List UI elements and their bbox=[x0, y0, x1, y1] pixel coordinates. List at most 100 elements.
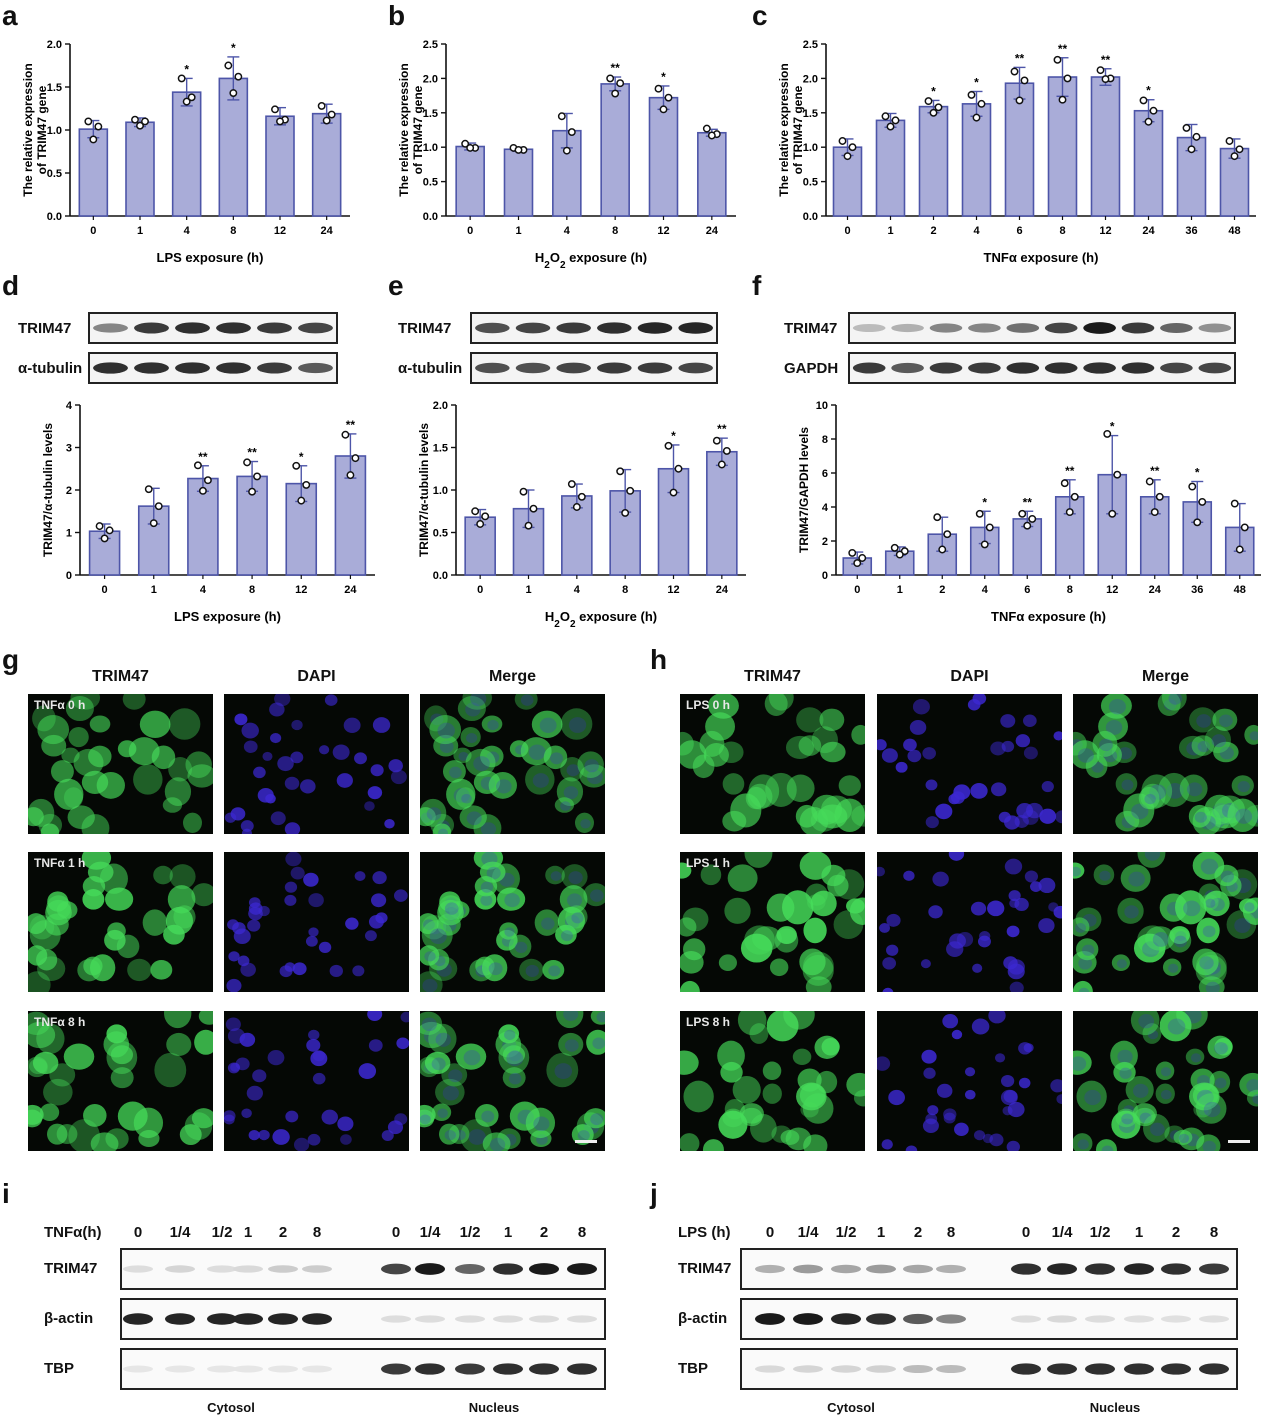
green-cell bbox=[834, 798, 865, 833]
nucleus bbox=[882, 987, 894, 992]
blot-band bbox=[1199, 1315, 1229, 1323]
x-tick-label: 4 bbox=[200, 584, 207, 596]
nucleus bbox=[487, 719, 499, 731]
panel-label-b: b bbox=[388, 0, 406, 31]
nucleus bbox=[956, 932, 974, 947]
x-tick-label: 36 bbox=[1185, 225, 1197, 237]
nucleus bbox=[1138, 1013, 1155, 1029]
green-cell bbox=[1188, 804, 1211, 828]
data-point bbox=[972, 113, 981, 122]
green-cell bbox=[531, 710, 563, 739]
micrograph bbox=[224, 1011, 409, 1151]
nucleus bbox=[972, 694, 987, 705]
nucleus bbox=[882, 957, 897, 970]
nucleus bbox=[964, 1067, 976, 1077]
data-point bbox=[1063, 74, 1072, 83]
y-tick-label: 4 bbox=[822, 502, 829, 514]
nucleus bbox=[877, 1056, 891, 1071]
nucleus bbox=[912, 698, 930, 715]
green-cell bbox=[802, 1093, 834, 1124]
nucleus bbox=[486, 866, 501, 880]
blot-band bbox=[1047, 1363, 1077, 1375]
green-cell bbox=[571, 1124, 594, 1145]
x-tick-label: 4 bbox=[574, 584, 581, 596]
nucleus bbox=[590, 889, 604, 902]
blot-bands bbox=[123, 1263, 597, 1275]
blot-band bbox=[852, 362, 886, 374]
nucleus bbox=[358, 1063, 377, 1080]
nucleus bbox=[504, 1029, 516, 1041]
nucleus bbox=[463, 1049, 481, 1066]
x-tick-label: 1 bbox=[525, 584, 531, 596]
x-tick-label: 24 bbox=[706, 225, 719, 237]
condition-label: LPS 0 h bbox=[686, 698, 731, 712]
nucleus bbox=[1001, 740, 1015, 753]
green-cell bbox=[420, 1021, 448, 1049]
data-point bbox=[193, 461, 202, 470]
significance-mark: * bbox=[184, 62, 189, 76]
nucleus bbox=[437, 1108, 448, 1119]
nucleus bbox=[345, 917, 359, 930]
green-cell bbox=[786, 774, 815, 803]
nucleus bbox=[925, 779, 938, 791]
nucleus bbox=[437, 828, 449, 834]
nucleus bbox=[372, 871, 387, 885]
green-cell bbox=[1115, 1108, 1138, 1128]
nucleus bbox=[1166, 783, 1184, 799]
blot-row-label: α-tubulin bbox=[398, 360, 463, 377]
nucleus bbox=[1163, 698, 1177, 711]
significance-mark: ** bbox=[346, 418, 356, 432]
nucleus bbox=[235, 1057, 250, 1071]
data-point bbox=[712, 436, 721, 445]
y-tick-label: 1.0 bbox=[423, 142, 438, 154]
green-cell bbox=[50, 760, 74, 783]
nucleus bbox=[577, 1130, 590, 1142]
green-cell bbox=[106, 1040, 138, 1075]
green-cell bbox=[1076, 938, 1099, 961]
blot-band bbox=[793, 1365, 823, 1373]
blot-band bbox=[1085, 1363, 1115, 1375]
micrograph bbox=[1073, 852, 1258, 992]
green-cell bbox=[83, 1104, 107, 1127]
nucleus bbox=[421, 1017, 437, 1032]
blot-row-label: β-actin bbox=[678, 1310, 728, 1327]
green-cell bbox=[28, 1021, 56, 1049]
y-tick-label: 1.5 bbox=[47, 82, 62, 94]
blot-band bbox=[1083, 362, 1116, 374]
nucleus bbox=[927, 1105, 939, 1116]
x-tick-label: 1 bbox=[515, 225, 521, 237]
nucleus bbox=[370, 893, 387, 908]
lane-label: 2 bbox=[1171, 1224, 1181, 1241]
data-point bbox=[702, 124, 711, 133]
green-cell bbox=[28, 1109, 43, 1128]
green-cell bbox=[1231, 775, 1254, 796]
green-cell bbox=[460, 726, 481, 748]
blot-band bbox=[1085, 1263, 1115, 1275]
column-header: Merge bbox=[488, 668, 537, 685]
green-cell bbox=[502, 1067, 526, 1089]
nucleus bbox=[1000, 1075, 1015, 1088]
micrograph-cells bbox=[28, 1011, 213, 1151]
green-cell bbox=[525, 1107, 556, 1139]
nucleus bbox=[290, 751, 304, 764]
nucleus bbox=[300, 779, 316, 794]
data-point bbox=[1010, 67, 1019, 76]
nucleus bbox=[568, 717, 587, 733]
nucleus bbox=[324, 694, 338, 706]
nucleus bbox=[1053, 731, 1062, 741]
data-point bbox=[351, 454, 360, 463]
x-axis-label: LPS exposure (h) bbox=[157, 250, 264, 265]
nucleus bbox=[925, 1113, 938, 1125]
nucleus bbox=[470, 694, 487, 707]
nucleus bbox=[988, 1011, 1006, 1024]
nucleus bbox=[909, 719, 927, 735]
treatment-label: TNFα(h) bbox=[44, 1224, 102, 1241]
nucleus bbox=[1078, 987, 1090, 992]
nucleus bbox=[270, 811, 286, 826]
nucleus bbox=[364, 801, 375, 811]
green-cell bbox=[462, 694, 493, 710]
green-cell bbox=[556, 1011, 584, 1029]
green-cell bbox=[173, 905, 196, 929]
micrograph bbox=[420, 852, 605, 992]
blot-band bbox=[165, 1265, 195, 1273]
